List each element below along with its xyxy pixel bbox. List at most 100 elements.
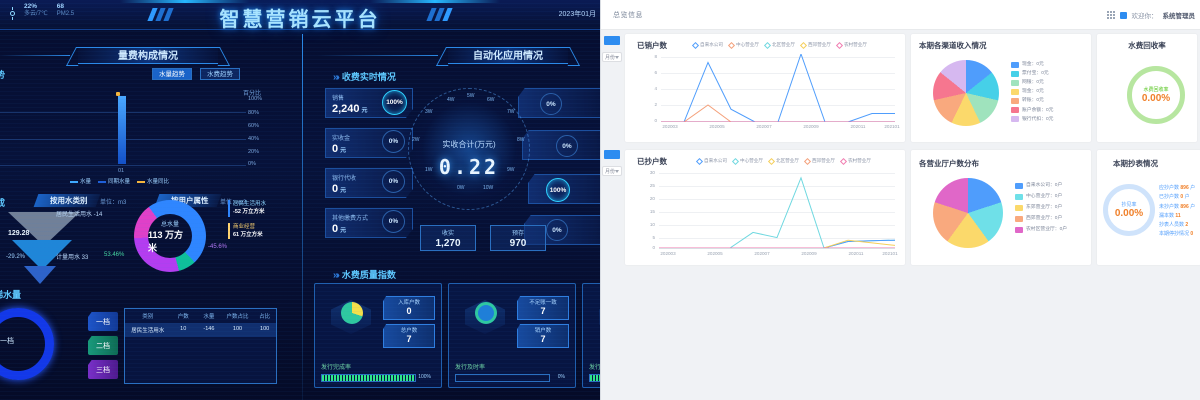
pie2-legend-0[interactable]: 自来水公司：0户 xyxy=(1015,180,1067,191)
sidebar-item-overview[interactable] xyxy=(604,36,620,45)
chart1-y-tick-6: 6 xyxy=(654,70,657,75)
composition-legend: 居民生活用水 -52 万立方米 商业经营 61 万立方米 xyxy=(228,200,266,239)
period-select-2[interactable]: 月份 xyxy=(602,166,622,176)
pie1-legend-4[interactable]: 转账：0元 xyxy=(1011,96,1053,105)
chart1-legend-4[interactable]: 农村营业厅 xyxy=(835,41,867,49)
sidebar-item-overview-2[interactable] xyxy=(604,150,620,159)
tier-level-1-button[interactable]: 一档 xyxy=(88,312,118,331)
pie1-legend: 现金：0元 票付宝：0元 网银：0元 现金：0元 转账：0元 账户余额：0元 银… xyxy=(1011,60,1053,124)
gauge1-title: 水费回收率 xyxy=(1128,41,1166,50)
table-header-row: 类别 户数 水量 户数占比 占比 xyxy=(125,309,276,323)
trend-y-tick-4: 20% xyxy=(248,149,260,155)
trend-y-tick-3: 40% xyxy=(248,136,260,142)
chart2-grid-3 xyxy=(659,212,895,213)
stat-row-5: 本期停抄情况 0 xyxy=(1159,231,1194,238)
tab-water-fee-trend[interactable]: 水费趋势 xyxy=(200,68,240,80)
grid-apps-icon[interactable] xyxy=(1106,11,1115,19)
quality-label-0: 发行完成率 xyxy=(321,365,352,371)
pie1-legend-1[interactable]: 票付宝：0元 xyxy=(1011,69,1053,78)
current-user: 系统管理员 xyxy=(1162,13,1196,20)
charge-card-3-label: 其他缴费方式 xyxy=(332,216,369,222)
chart1-grid-2 xyxy=(661,89,895,90)
stat-row-3: 漏本数 11 xyxy=(1159,212,1181,219)
donut-title: 总水量 xyxy=(160,221,179,228)
pie2-legend-4[interactable]: 农村区营业厅：0户 xyxy=(1015,224,1067,235)
chart2-legend-2[interactable]: 北区营业厅 xyxy=(767,157,799,165)
pill-line-mid xyxy=(318,55,438,56)
trend-y-tick-0: 100% xyxy=(248,96,263,102)
chart2-legend-4[interactable]: 农村营业厅 xyxy=(839,157,871,165)
pm25-label: PM2.5 xyxy=(56,10,75,17)
charge-card-1-ring: 0% xyxy=(382,130,405,153)
chart1-grid-1 xyxy=(661,105,895,106)
period-select[interactable]: 月份 xyxy=(602,52,622,62)
charge-card-0-value: 2,240 元 xyxy=(332,103,368,115)
pie1-legend-0[interactable]: 现金：0元 xyxy=(1011,60,1053,69)
charge-kpi-0-label: 收实 xyxy=(441,231,454,237)
pie2-legend-2[interactable]: 东郊营业厅：0户 xyxy=(1015,202,1067,213)
gauge-value: 0.22 xyxy=(438,155,500,179)
chart2-x-tick-2: 202007 xyxy=(754,251,770,256)
pie1-legend-2[interactable]: 网银：0元 xyxy=(1011,78,1053,87)
pie2-legend-3[interactable]: 西郊营业厅：0户 xyxy=(1015,213,1067,224)
charge-kpi-1-label: 预存 xyxy=(511,231,524,237)
pie1-legend-6[interactable]: 银行代扣：0元 xyxy=(1011,115,1053,124)
tab-water-volume-trend[interactable]: 水量趋势 xyxy=(152,68,192,80)
smart-marketing-dashboard: 22% 多云/7℃ 68 PM2.5 智慧营销云平台 2023年01月 量费构成… xyxy=(0,0,600,400)
chart2-legend-1[interactable]: 中心营业厅 xyxy=(731,157,763,165)
chart2-x-tick-1: 202005 xyxy=(707,251,723,256)
chart2-x-tick-4: 202011 xyxy=(848,251,864,256)
gauge-tick-5: 5W xyxy=(467,93,475,99)
chart1-x-tick-2: 202007 xyxy=(756,124,772,129)
meter-reading-stats: 应抄户数 896 户 已抄户数 0 户 未抄户数 896 户 漏本数 11 抄表… xyxy=(1159,184,1195,240)
charge-card-2-ring: 0% xyxy=(382,170,405,193)
chart2-grid-4 xyxy=(659,199,895,200)
tab-by-water-type[interactable]: 按用水类别 xyxy=(33,194,100,207)
trend-gridline-3 xyxy=(0,165,246,166)
welcome-label: 欢迎你： xyxy=(1131,13,1158,20)
chart1-y-tick-2: 2 xyxy=(654,102,657,107)
weather-humidity: 22% 多云/7℃ xyxy=(24,3,48,17)
charge-kpi-1: 预存 970 xyxy=(490,225,546,251)
label-metered-water: 计量用水 33 xyxy=(56,255,89,261)
chart1-legend-1[interactable]: 中心营业厅 xyxy=(727,41,759,49)
period-select-2-value: 月份 xyxy=(605,168,616,175)
chart1-x-tick-1: 202005 xyxy=(709,124,725,129)
pie1-legend-5[interactable]: 账户余额：0元 xyxy=(1011,106,1053,115)
chart1-legend-0[interactable]: 自来水公司 xyxy=(691,41,723,49)
table-row[interactable]: 居民生活用水 10 -146 100 100 xyxy=(125,323,276,337)
chart2-y-tick-30: 30 xyxy=(649,170,655,175)
td-pct: 100 xyxy=(260,326,270,332)
trend-x-tick: 01 xyxy=(118,168,125,174)
quality-stat-1-1-label: 销户数 xyxy=(534,328,552,334)
dashboard-date: 2023年01月 xyxy=(558,11,596,18)
gauge1-inner-label: 水费回收率 xyxy=(1143,87,1169,93)
quality-progress-1-pct: 0% xyxy=(557,374,565,380)
gauge-tick-3: 3W xyxy=(425,109,433,115)
charge-kpi-0: 收实 1,270 xyxy=(420,225,476,251)
funnel-mid-shape xyxy=(12,240,72,270)
period-select-value: 月份 xyxy=(605,54,616,61)
chart2-legend-3[interactable]: 西郊营业厅 xyxy=(803,157,835,165)
tier-level-2-button[interactable]: 二档 xyxy=(88,336,118,355)
donut-center: 总水量 113 万方米 xyxy=(148,214,192,258)
chart1-legend-3[interactable]: 西郊营业厅 xyxy=(799,41,831,49)
chart1-legend-2[interactable]: 北区营业厅 xyxy=(763,41,795,49)
legend-item-volume: 水量 xyxy=(70,177,91,185)
chart2-x-tick-0: 202003 xyxy=(660,251,676,256)
gauge-tick-4: 4W xyxy=(447,97,455,103)
sun-icon xyxy=(6,7,19,20)
charge-card-0-label: 销售 xyxy=(332,96,345,102)
chart2-legend-0[interactable]: 自来水公司 xyxy=(695,157,727,165)
weather-condition: 多云/7℃ xyxy=(24,10,48,17)
theme-icon[interactable] xyxy=(1119,11,1127,19)
quality-stat-0-0-label: 入库户数 xyxy=(397,300,420,306)
chart2-y-tick-15: 15 xyxy=(649,209,655,214)
pie2-legend-1[interactable]: 中心营业厅：0户 xyxy=(1015,191,1067,202)
chevron-down-icon-2 xyxy=(615,169,619,173)
quality-stat-1-1: 销户数 7 xyxy=(517,324,569,348)
pie1-legend-3[interactable]: 现金：0元 xyxy=(1011,87,1053,96)
tier-level-3-button[interactable]: 三档 xyxy=(88,360,118,379)
section-title-automation: 自动化应用情况 xyxy=(448,47,568,64)
